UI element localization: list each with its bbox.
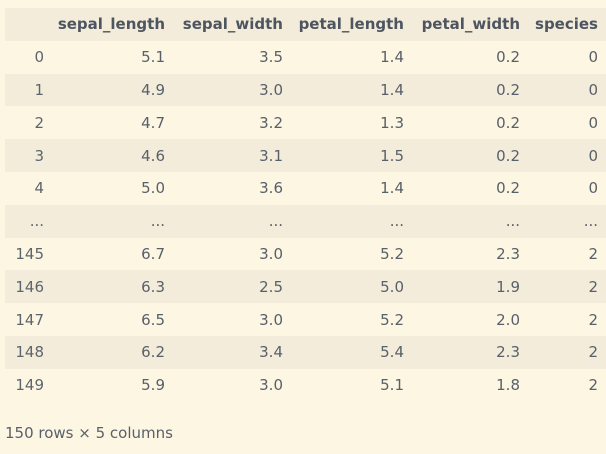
table-row: 148 6.2 3.4 5.4 2.3 2 bbox=[5, 335, 606, 369]
table-row: 145 6.7 3.0 5.2 2.3 2 bbox=[5, 238, 606, 271]
cell: ... bbox=[505, 212, 520, 231]
table-body: 0 5.1 3.5 1.4 0.2 0 1 4.9 3.0 1.4 0.2 0 2 4.7 3.2 1.3 0.… bbox=[5, 41, 606, 402]
column-header: species bbox=[535, 15, 598, 34]
row-index: 149 bbox=[15, 376, 44, 395]
cell: 5.2 bbox=[380, 244, 404, 263]
cell: 5.1 bbox=[380, 376, 404, 395]
cell: 0 bbox=[588, 113, 598, 132]
cell: 6.5 bbox=[141, 310, 165, 329]
cell: 0.2 bbox=[496, 146, 520, 165]
row-index: 146 bbox=[15, 277, 44, 296]
cell: 2 bbox=[588, 376, 598, 395]
cell: 0 bbox=[588, 80, 598, 99]
cell: 3.0 bbox=[259, 376, 283, 395]
cell: ... bbox=[268, 212, 283, 231]
table-row: 0 5.1 3.5 1.4 0.2 0 bbox=[5, 41, 606, 74]
cell: 3.6 bbox=[259, 179, 283, 198]
index-header bbox=[5, 8, 52, 41]
cell: 2 bbox=[588, 277, 598, 296]
cell: ... bbox=[389, 212, 404, 231]
cell: 0.2 bbox=[496, 48, 520, 67]
cell: 2.5 bbox=[259, 277, 283, 296]
header-row: sepal_length sepal_width petal_length petal… bbox=[5, 8, 606, 41]
row-index: 148 bbox=[15, 343, 44, 362]
column-header: petal_length bbox=[298, 15, 404, 34]
cell: 5.4 bbox=[380, 343, 404, 362]
cell: 5.9 bbox=[141, 376, 165, 395]
row-index: 0 bbox=[34, 48, 44, 67]
cell: 4.9 bbox=[141, 80, 165, 99]
cell: 1.9 bbox=[496, 277, 520, 296]
cell: 2 bbox=[588, 343, 598, 362]
cell: 0.2 bbox=[496, 113, 520, 132]
table-row: 147 6.5 3.0 5.2 2.0 2 bbox=[5, 303, 606, 336]
column-header: sepal_width bbox=[182, 15, 283, 34]
cell: 3.1 bbox=[259, 146, 283, 165]
cell: 3.0 bbox=[259, 310, 283, 329]
cell: 0 bbox=[588, 48, 598, 67]
table-footer: 150 rows × 5 columns bbox=[5, 424, 173, 442]
data-table: sepal_length sepal_width petal_length petal… bbox=[5, 8, 606, 402]
cell: 2.0 bbox=[496, 310, 520, 329]
cell: 2.3 bbox=[496, 244, 520, 263]
cell: 4.7 bbox=[141, 113, 165, 132]
cell: 2 bbox=[588, 244, 598, 263]
cell: 3.2 bbox=[259, 113, 283, 132]
table-row: 4 5.0 3.6 1.4 0.2 0 bbox=[5, 172, 606, 205]
cell: ... bbox=[583, 212, 598, 231]
cell: 2.3 bbox=[496, 343, 520, 362]
cell: 0 bbox=[588, 179, 598, 198]
cell: 5.0 bbox=[141, 179, 165, 198]
row-index: 4 bbox=[34, 179, 44, 198]
row-index: 3 bbox=[34, 146, 44, 165]
cell: 1.4 bbox=[380, 48, 404, 67]
cell: 3.4 bbox=[259, 343, 283, 362]
cell: 6.3 bbox=[141, 277, 165, 296]
cell: 3.5 bbox=[259, 48, 283, 67]
cell: 3.0 bbox=[259, 244, 283, 263]
cell: 0 bbox=[588, 146, 598, 165]
cell: 5.1 bbox=[141, 48, 165, 67]
row-index: 145 bbox=[15, 244, 44, 263]
table-header: sepal_length sepal_width petal_length petal… bbox=[5, 8, 606, 41]
cell: 6.2 bbox=[141, 343, 165, 362]
table-row: 146 6.3 2.5 5.0 1.9 2 bbox=[5, 270, 606, 304]
cell: 2 bbox=[588, 310, 598, 329]
table-row: 149 5.9 3.0 5.1 1.8 2 bbox=[5, 369, 606, 402]
table-row: 1 4.9 3.0 1.4 0.2 0 bbox=[5, 73, 606, 107]
row-index: 1 bbox=[34, 80, 44, 99]
cell: 3.0 bbox=[259, 80, 283, 99]
cell: 0.2 bbox=[496, 80, 520, 99]
cell: 1.4 bbox=[380, 179, 404, 198]
cell: 1.8 bbox=[496, 376, 520, 395]
cell: 4.6 bbox=[141, 146, 165, 165]
cell: ... bbox=[150, 212, 165, 231]
cell: 1.5 bbox=[380, 146, 404, 165]
table-row: 3 4.6 3.1 1.5 0.2 0 bbox=[5, 139, 606, 172]
column-header: sepal_length bbox=[57, 15, 165, 34]
cell: 5.2 bbox=[380, 310, 404, 329]
cell: 0.2 bbox=[496, 179, 520, 198]
cell: 1.4 bbox=[380, 80, 404, 99]
cell: 6.7 bbox=[141, 244, 165, 263]
row-index: ... bbox=[29, 212, 44, 231]
row-index: 147 bbox=[15, 310, 44, 329]
cell: 5.0 bbox=[380, 277, 404, 296]
table-row: .................. bbox=[5, 204, 606, 238]
table-row: 2 4.7 3.2 1.3 0.2 0 bbox=[5, 106, 606, 139]
row-index: 2 bbox=[34, 113, 44, 132]
column-header: petal_width bbox=[421, 15, 520, 34]
cell: 1.3 bbox=[380, 113, 404, 132]
